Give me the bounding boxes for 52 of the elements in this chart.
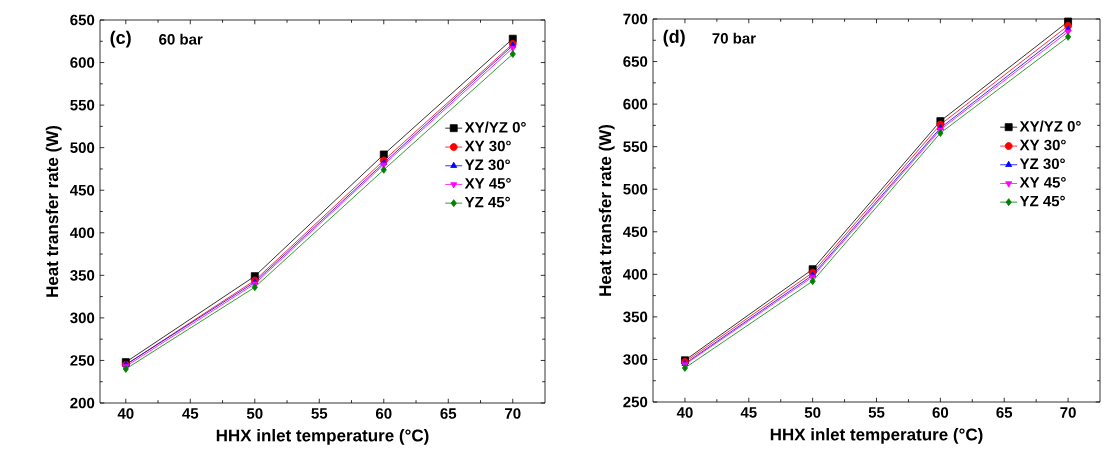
y-tick-label: 600 (623, 98, 648, 110)
y-tick-label: 500 (623, 183, 648, 195)
y-tick-label: 200 (70, 397, 95, 409)
legend-label: XY 30° (464, 140, 511, 152)
y-tick-label: 450 (70, 184, 95, 196)
y-tick-label: 300 (623, 354, 648, 365)
y-tick-label: 600 (70, 57, 95, 68)
y-tick-label: 450 (623, 226, 648, 238)
annotation: 70 bar (712, 32, 756, 44)
legend-label: XY 45° (464, 178, 511, 189)
y-tick-label: 700 (623, 13, 648, 25)
y-tick-label: 400 (623, 269, 648, 280)
y-tick-label: 550 (623, 141, 648, 152)
x-axis-title: HHX inlet temperature (°C) (216, 429, 429, 445)
legend-label: XY 45° (1019, 177, 1066, 188)
legend-label: YZ 45° (464, 196, 510, 208)
x-tick-label: 65 (996, 407, 1013, 418)
legend-label: XY 30° (1019, 139, 1066, 151)
x-tick-label: 45 (182, 408, 199, 419)
x-tick-label: 50 (804, 407, 821, 418)
annotation: 60 bar (159, 33, 203, 45)
legend-label: YZ 30° (1019, 158, 1065, 170)
x-tick-label: 65 (440, 408, 457, 419)
x-tick-label: 50 (246, 408, 263, 419)
legend-label: YZ 45° (1019, 195, 1065, 207)
x-tick-label: 60 (375, 408, 392, 419)
x-tick-label: 55 (311, 408, 328, 419)
x-tick-label: 60 (932, 407, 949, 418)
x-tick-label: 70 (1060, 407, 1076, 418)
legend-label: YZ 30° (464, 159, 510, 171)
y-tick-label: 500 (70, 142, 95, 153)
legend-label: XY/YZ 0° (464, 121, 526, 133)
y-tick-label: 650 (623, 56, 648, 67)
y-tick-label: 300 (70, 312, 95, 324)
x-axis-title: HHX inlet temperature (°C) (770, 428, 983, 444)
y-tick-label: 350 (70, 270, 95, 281)
x-tick-label: 55 (868, 407, 885, 418)
y-axis-title: Heat transfer rate (W) (598, 124, 615, 296)
legend-label: XY/YZ 0° (1019, 120, 1081, 132)
x-tick-label: 40 (117, 408, 134, 419)
y-tick-label: 400 (70, 227, 95, 239)
y-tick-label: 650 (70, 14, 95, 26)
y-tick-label: 250 (623, 396, 648, 408)
y-tick-label: 550 (70, 99, 95, 111)
annotation: (c) (110, 30, 131, 48)
y-tick-label: 250 (70, 355, 95, 366)
annotation: (d) (663, 29, 685, 47)
x-tick-label: 45 (740, 407, 757, 418)
x-tick-label: 70 (505, 408, 521, 419)
x-tick-label: 40 (676, 407, 693, 418)
y-tick-label: 350 (623, 311, 648, 323)
y-axis-title: Heat transfer rate (W) (45, 125, 62, 297)
